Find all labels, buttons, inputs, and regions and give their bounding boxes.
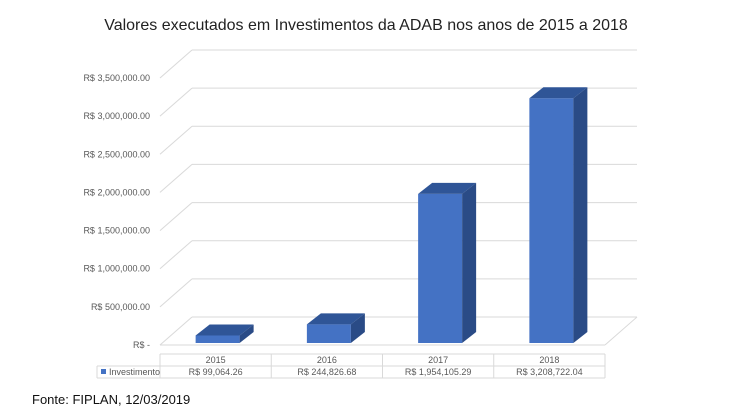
data-table-value: R$ 3,208,722.04 <box>516 367 583 377</box>
category-label: 2018 <box>539 355 559 365</box>
bar-side <box>573 87 588 344</box>
y-tick-label: R$ 3,000,000.00 <box>83 111 150 121</box>
y-tick-label: R$ 1,000,000.00 <box>83 264 150 274</box>
floor-edge-diagonal <box>604 316 638 346</box>
gridline-diagonal <box>159 125 193 155</box>
bar-2017 <box>418 182 477 343</box>
y-tick-label: R$ 500,000.00 <box>91 302 150 312</box>
bar-front <box>195 335 240 343</box>
gridline-diagonal <box>159 49 193 79</box>
bar-2015 <box>195 324 254 343</box>
legend-label: Investimento <box>109 367 160 377</box>
bar-front <box>306 324 351 343</box>
bar-side <box>462 182 477 343</box>
gridline-diagonal <box>159 316 193 346</box>
source-note: Fonte: FIPLAN, 12/03/2019 <box>32 392 190 407</box>
category-label: 2016 <box>317 355 337 365</box>
chart-title: Valores executados em Investimentos da A… <box>104 17 628 34</box>
y-axis-tick-labels: R$ - R$ 500,000.00 R$ 1,000,000.00 R$ 1,500… <box>83 73 150 350</box>
data-table-value: R$ 244,826.68 <box>297 367 356 377</box>
bar-side <box>350 313 365 343</box>
data-table-value: R$ 99,064.26 <box>189 367 243 377</box>
gridline-diagonal <box>159 278 193 308</box>
bar-front <box>418 193 463 343</box>
bar-side <box>239 324 254 343</box>
gridline-diagonal <box>159 87 193 117</box>
bar-top <box>418 182 477 194</box>
bar-2016 <box>306 313 365 343</box>
bar-2018 <box>529 87 588 344</box>
bar-front <box>529 98 574 344</box>
bar-top <box>195 324 254 336</box>
gridline-diagonal <box>159 164 193 193</box>
bar-top <box>529 87 588 99</box>
data-table-value: R$ 1,954,105.29 <box>405 367 472 377</box>
y-tick-label: R$ 1,500,000.00 <box>83 226 150 236</box>
y-tick-label: R$ 2,000,000.00 <box>83 187 150 197</box>
gridline-diagonal <box>159 202 193 231</box>
legend-swatch <box>101 369 106 374</box>
category-label: 2017 <box>428 355 448 365</box>
gridline-diagonal <box>159 240 193 270</box>
bars <box>195 87 588 344</box>
y-tick-label: R$ 3,500,000.00 <box>83 73 150 83</box>
bar-top <box>306 313 365 325</box>
data-table: 2015 R$ 99,064.26 2016 R$ 244,826.68 2017 R$ … <box>96 353 606 379</box>
y-tick-label: R$ 2,500,000.00 <box>83 149 150 159</box>
category-label: 2015 <box>206 355 226 365</box>
y-tick-label: R$ - <box>133 340 150 350</box>
